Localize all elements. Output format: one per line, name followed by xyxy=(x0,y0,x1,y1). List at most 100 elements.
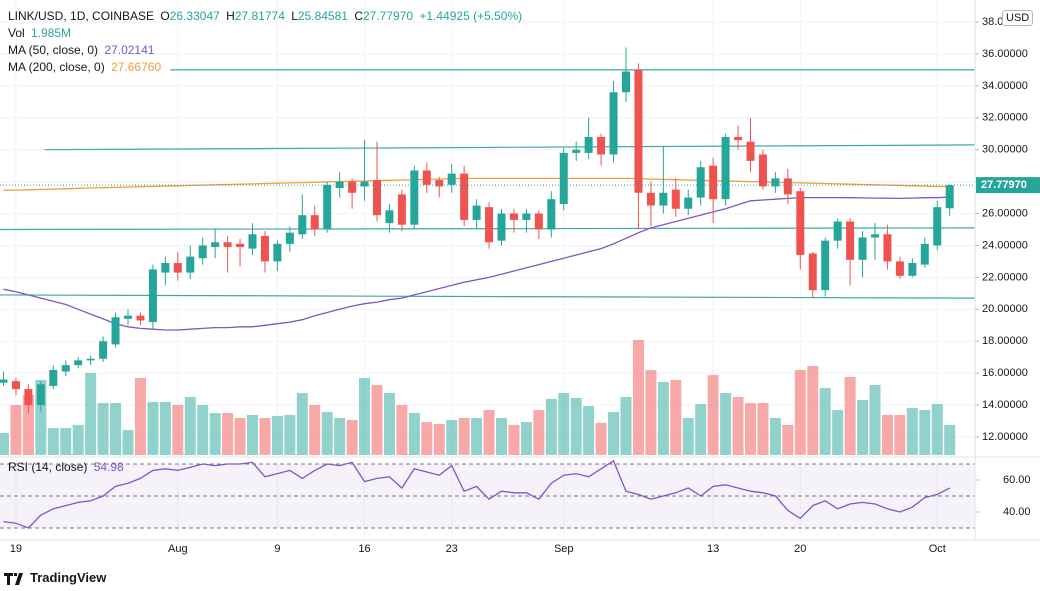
volume-bar xyxy=(570,398,582,455)
candle-body xyxy=(285,232,294,244)
volume-bar xyxy=(844,377,856,455)
candle-body xyxy=(111,317,120,345)
candle-body xyxy=(36,384,45,406)
volume-bar xyxy=(259,417,271,455)
volume-bar xyxy=(321,411,333,455)
rsi-legend: RSI (14, close) 54.98 xyxy=(8,459,127,476)
moving-average xyxy=(3,177,950,192)
volume-bar xyxy=(309,404,321,455)
candle-body xyxy=(758,154,767,187)
volume-bar xyxy=(22,395,34,455)
candle-body xyxy=(796,191,805,256)
candle-body xyxy=(422,170,431,185)
candle-body xyxy=(472,205,481,220)
volume-bar xyxy=(408,412,420,455)
candle-body xyxy=(323,184,332,230)
candle-body xyxy=(821,240,830,291)
change-value: +1.44925 (+5.50%) xyxy=(419,9,523,23)
candle-body xyxy=(61,365,70,372)
candle-body xyxy=(584,136,593,153)
candle-body xyxy=(348,181,357,193)
volume-bar xyxy=(608,411,620,455)
candle-body xyxy=(385,210,394,224)
candle-body xyxy=(547,199,556,230)
y-tick-label: 12.00000 xyxy=(982,431,1028,443)
last-price-label: 27.77970 xyxy=(981,179,1027,191)
volume-bar xyxy=(458,417,470,455)
candle-body xyxy=(223,242,232,248)
volume-bar xyxy=(483,409,495,455)
candle-body xyxy=(136,315,145,321)
candle-body xyxy=(920,243,929,265)
y-tick-label: 20.00000 xyxy=(982,303,1028,315)
open-value: 26.33047 xyxy=(169,9,220,23)
volume-bar xyxy=(35,380,47,455)
volume-bar xyxy=(446,419,458,455)
volume-bar xyxy=(247,414,258,455)
ma200-value: 27.66760 xyxy=(111,60,162,74)
y-tick-label: 60.00 xyxy=(1003,474,1031,486)
trend-line xyxy=(0,294,975,299)
brand: TradingView xyxy=(4,570,106,585)
candle-body xyxy=(186,256,195,273)
candle-body xyxy=(783,178,792,195)
candle-body xyxy=(86,358,95,361)
y-tick-label: 36.00000 xyxy=(982,48,1028,60)
rsi-value: 54.98 xyxy=(93,460,124,474)
volume-bar xyxy=(906,408,918,455)
volume-bar xyxy=(346,419,358,455)
x-tick-label: 9 xyxy=(274,543,280,555)
x-tick-label: Sep xyxy=(554,543,574,555)
ma200-legend: MA (200, close, 0) 27.66760 xyxy=(8,59,164,76)
volume-bar xyxy=(520,422,532,455)
candle-body xyxy=(74,360,83,366)
volume-value: 1.985M xyxy=(31,26,72,40)
candle-body xyxy=(646,192,655,206)
volume-bar xyxy=(471,417,483,455)
candle-body xyxy=(895,261,904,276)
volume-bar xyxy=(209,412,221,455)
volume-bar xyxy=(695,404,707,455)
volume-bar xyxy=(234,417,246,455)
volume-bar xyxy=(496,417,507,455)
y-tick-label: 22.00000 xyxy=(982,271,1028,283)
volume-bar xyxy=(944,425,956,455)
volume-bar xyxy=(657,382,669,455)
candle-body xyxy=(858,237,867,260)
rsi-pane xyxy=(0,459,975,529)
brand-name: TradingView xyxy=(30,570,107,585)
volume-bar xyxy=(147,401,159,455)
high-label: H xyxy=(226,9,235,23)
candle-body xyxy=(248,234,257,249)
currency-button[interactable]: USD xyxy=(1002,10,1034,26)
candle-body xyxy=(485,207,494,243)
ma50-name: MA (50, close, 0) xyxy=(8,43,99,57)
candle-body xyxy=(634,69,643,193)
volume-bar xyxy=(533,409,545,455)
volume-bar xyxy=(60,427,72,455)
symbol: LINK/USD, 1D, COINBASE xyxy=(8,9,155,23)
candle-body xyxy=(721,136,730,200)
candle-body xyxy=(696,167,705,198)
candle-body xyxy=(808,253,817,291)
volume-bar xyxy=(545,398,557,455)
candle-body xyxy=(11,381,20,390)
open-label: O xyxy=(160,9,170,23)
candle-body xyxy=(883,234,892,262)
volume-bar xyxy=(159,401,171,455)
high-value: 27.81774 xyxy=(234,9,285,23)
close-label: C xyxy=(354,9,363,23)
volume-bar xyxy=(197,404,209,455)
candle-body xyxy=(597,136,606,155)
volume-bar xyxy=(807,365,819,455)
candle-body xyxy=(771,178,780,187)
candle-body xyxy=(908,263,917,276)
candle-body xyxy=(198,245,207,259)
candle-body xyxy=(124,315,132,319)
candle-body xyxy=(933,207,942,246)
volume-bar xyxy=(757,403,769,455)
x-tick-label: Oct xyxy=(929,543,946,555)
candle-body xyxy=(24,389,33,406)
y-tick-label: 40.00 xyxy=(1003,506,1031,518)
